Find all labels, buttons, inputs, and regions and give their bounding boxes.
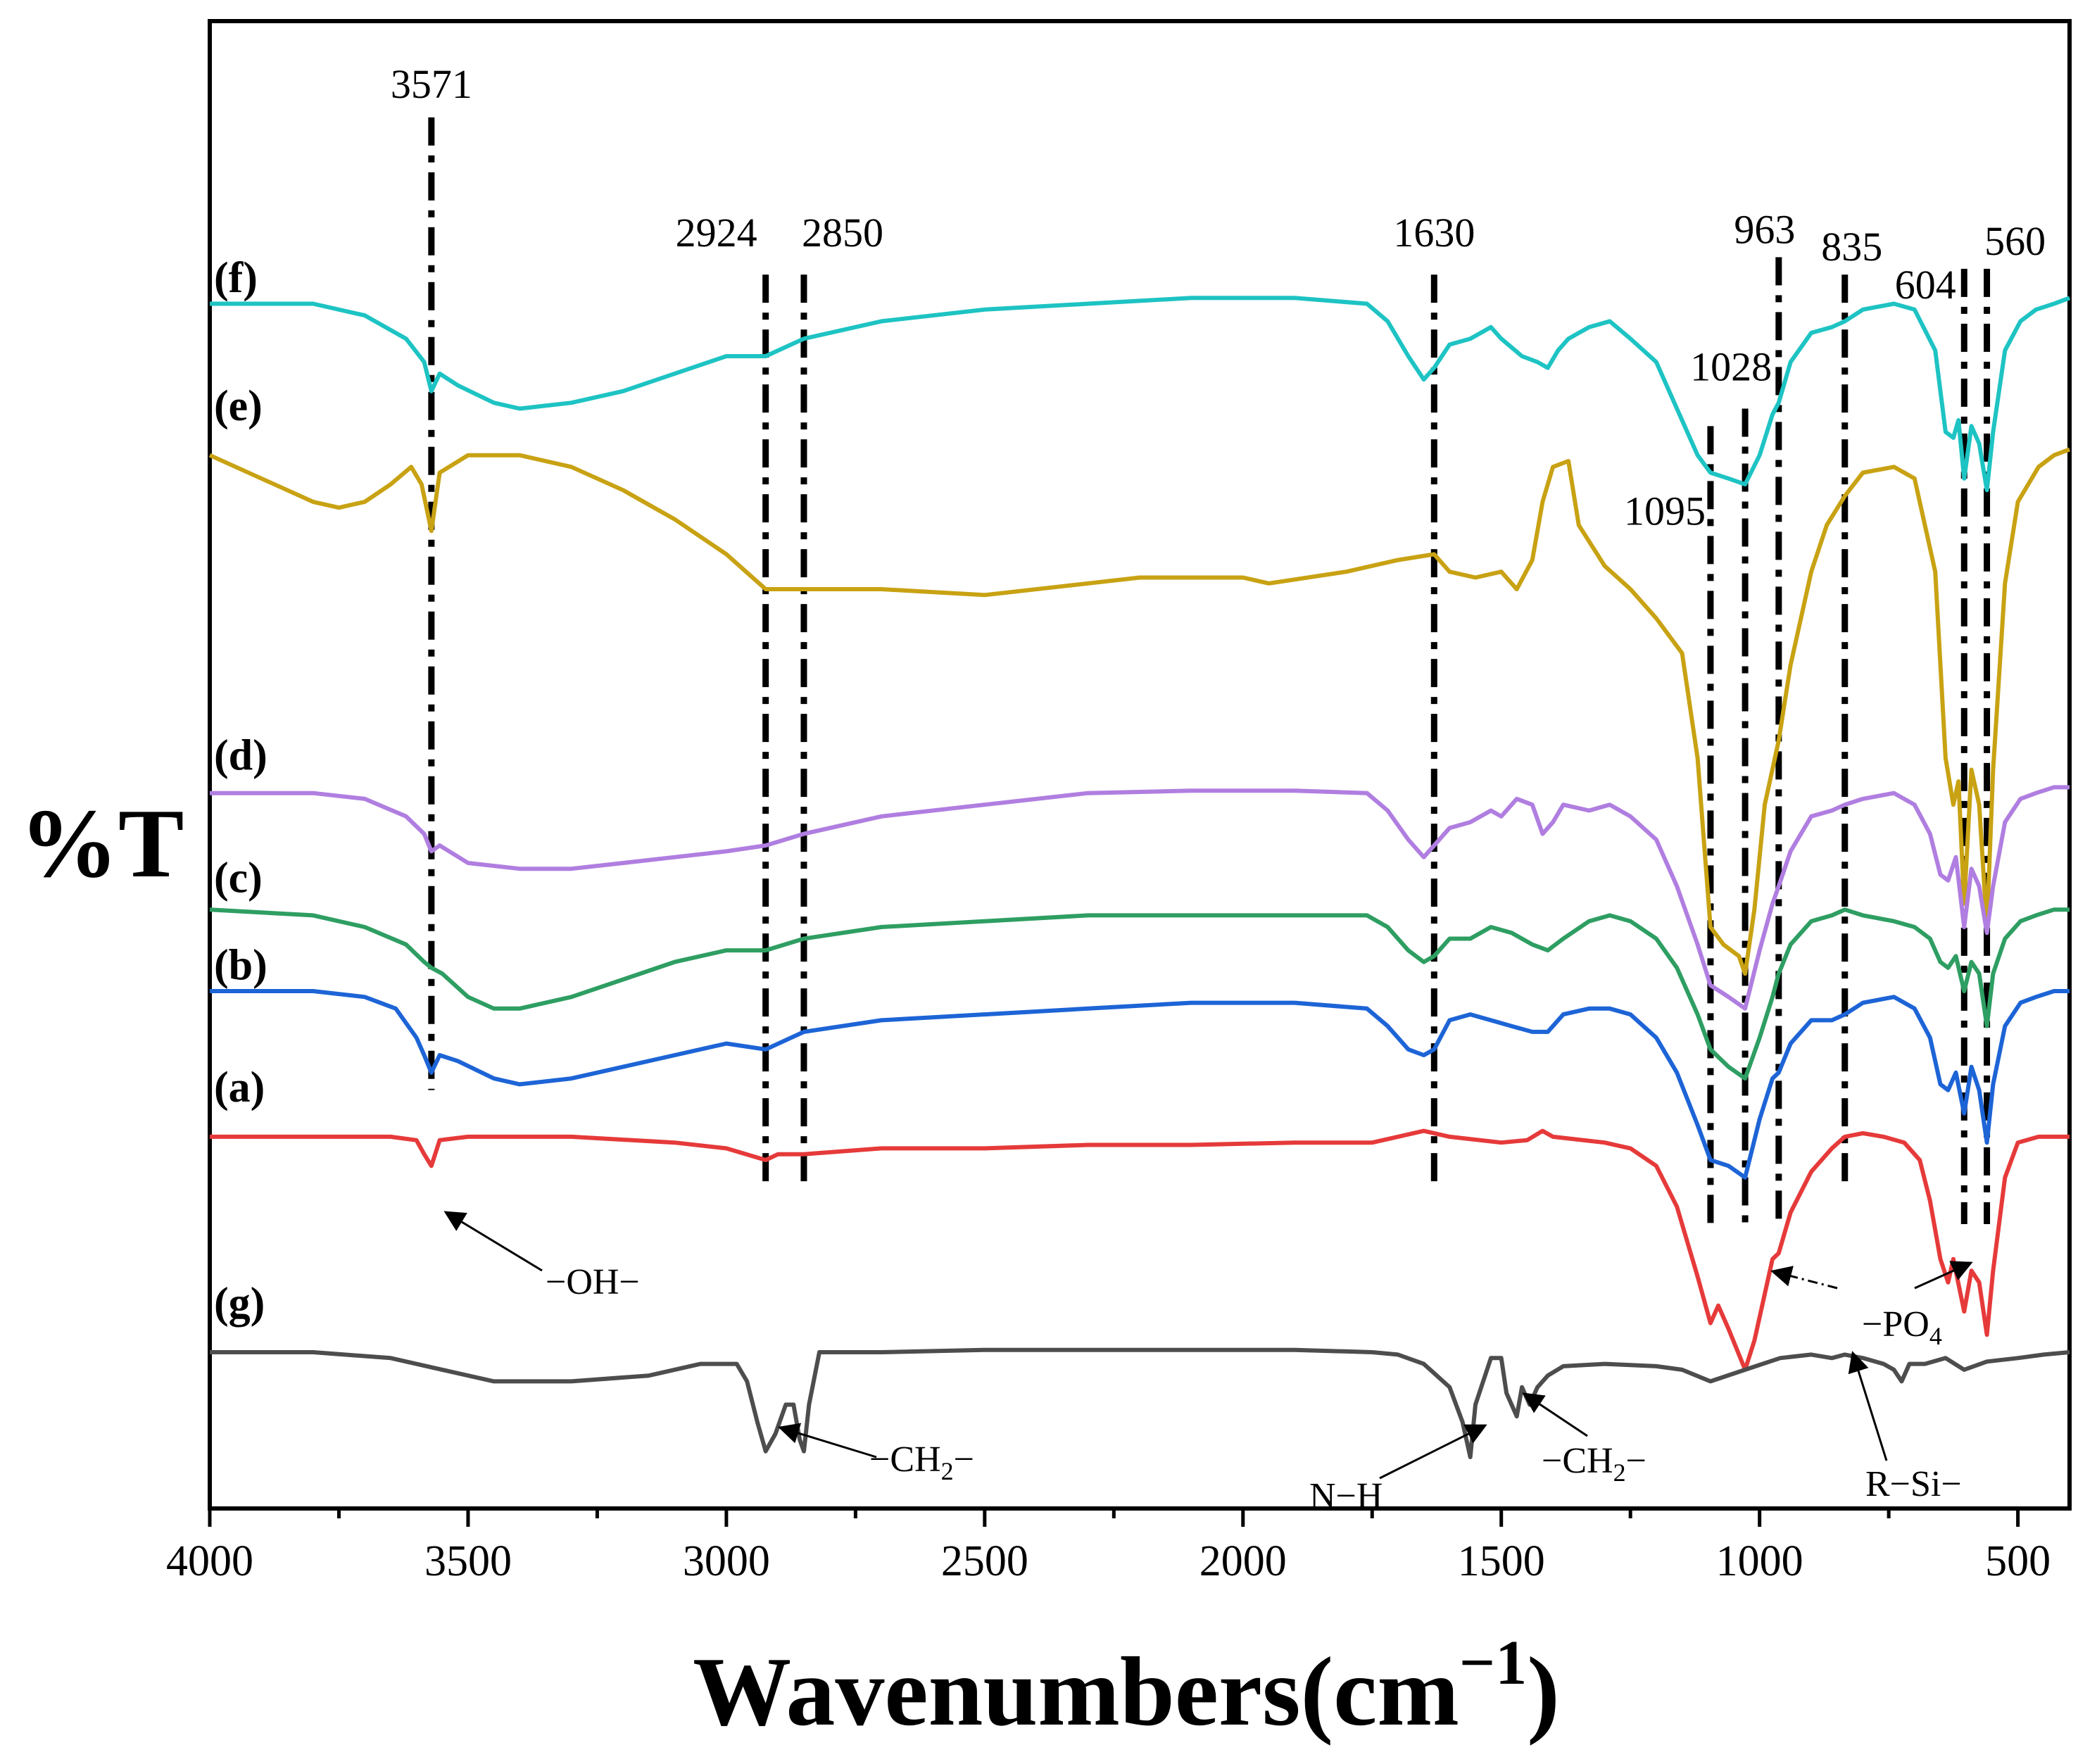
annotation-oh-label: −OH−: [546, 1262, 640, 1302]
peak-label-560: 560: [1984, 218, 2046, 264]
x-axis: 4000 3500 3000 2500 2000 1500 1000 500: [166, 1508, 2051, 1585]
annotation-po4: −PO4: [1770, 1261, 1973, 1350]
series-label-d: (d): [214, 732, 267, 780]
x-tick-label: 2000: [1199, 1537, 1287, 1585]
series-line-c: [209, 907, 2070, 1081]
annotation-nh: N−H: [1309, 1424, 1487, 1516]
series-label-g: (g): [214, 1279, 265, 1327]
plot-frame: [208, 19, 2072, 1511]
x-tick-label: 4000: [166, 1537, 253, 1585]
annotation-ch2-right-label: −CH2−: [1542, 1441, 1646, 1487]
x-tick-label: 500: [1985, 1537, 2051, 1585]
peak-label-1028: 1028: [1690, 344, 1772, 390]
x-tick-label: 3500: [424, 1537, 512, 1585]
x-tick-label: 1000: [1716, 1537, 1803, 1585]
series-line-f: [210, 296, 2071, 493]
annotation-nh-label: N−H: [1309, 1476, 1383, 1516]
series-label-c: (c): [214, 854, 263, 902]
peak-label-1095: 1095: [1624, 488, 1706, 534]
annotation-ch2-right: −CH2−: [1522, 1392, 1646, 1487]
series-line-b: [210, 989, 2070, 1180]
y-axis-title: %T: [20, 789, 184, 898]
x-tick-label: 3000: [683, 1537, 770, 1585]
series-labels: (f) (e) (d) (c) (b) (a) (g): [214, 254, 267, 1327]
peak-label-3571: 3571: [391, 61, 472, 107]
peak-label-963: 963: [1734, 206, 1795, 252]
series-label-e: (e): [214, 382, 263, 430]
series-label-f: (f): [214, 254, 258, 302]
peak-label-2850: 2850: [802, 210, 883, 256]
peak-label-1630: 1630: [1393, 210, 1475, 256]
series-line-a: [210, 1128, 2070, 1372]
annotation-ch2-left: −CH2−: [778, 1423, 974, 1485]
series-line-d: [210, 785, 2070, 1011]
annotation-po4-label: −PO4: [1862, 1304, 1942, 1350]
annotation-rsi: R−Si−: [1848, 1351, 1962, 1504]
peak-label-2924: 2924: [676, 210, 757, 256]
annotation-ch2-left-label: −CH2−: [869, 1439, 974, 1485]
series-line-g: [210, 1347, 2070, 1459]
series-label-a: (a): [214, 1064, 265, 1111]
peak-label-835: 835: [1821, 224, 1882, 270]
peak-labels: 3571 2924 2850 1630 1095 1028 963 835 604 560: [391, 61, 2046, 534]
x-tick-label: 1500: [1458, 1537, 1545, 1585]
x-tick-label: 2500: [941, 1537, 1028, 1585]
x-axis-title: Wavenumbers(cm−1): [693, 1628, 1560, 1746]
spectra: [208, 296, 2071, 1459]
peak-label-604: 604: [1895, 262, 1956, 308]
series-label-b: (b): [214, 942, 267, 990]
annotation-rsi-label: R−Si−: [1865, 1464, 1962, 1504]
series-line-e: [208, 447, 2071, 976]
annotation-oh: −OH−: [443, 1211, 640, 1302]
